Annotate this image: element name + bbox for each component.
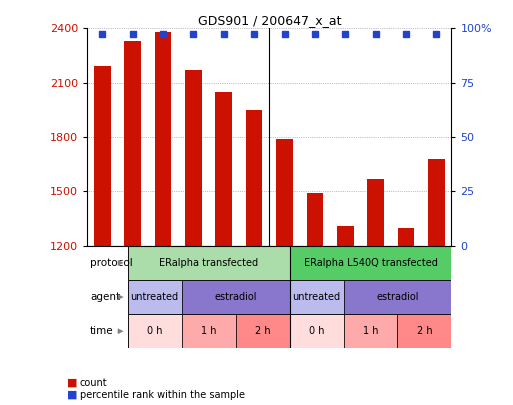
Text: 0 h: 0 h xyxy=(309,326,324,336)
Text: estradiol: estradiol xyxy=(214,292,257,302)
Bar xyxy=(398,314,451,348)
Bar xyxy=(306,193,323,246)
Text: count: count xyxy=(80,378,107,388)
Bar xyxy=(337,226,353,246)
Bar xyxy=(276,139,293,246)
Text: ERalpha L540Q transfected: ERalpha L540Q transfected xyxy=(304,258,438,268)
Bar xyxy=(124,41,141,246)
Bar xyxy=(235,314,289,348)
Bar xyxy=(128,314,182,348)
Bar xyxy=(128,314,451,348)
Text: untreated: untreated xyxy=(292,292,341,302)
Bar xyxy=(182,280,289,314)
Text: ■: ■ xyxy=(67,390,77,400)
Text: estradiol: estradiol xyxy=(376,292,419,302)
Bar xyxy=(215,92,232,246)
Text: untreated: untreated xyxy=(131,292,179,302)
Bar xyxy=(289,246,451,280)
Bar xyxy=(367,179,384,246)
Bar xyxy=(289,280,344,314)
Bar xyxy=(185,70,202,246)
Bar xyxy=(94,66,111,246)
Bar xyxy=(344,280,451,314)
Bar xyxy=(128,280,451,314)
Text: time: time xyxy=(90,326,113,336)
Text: ■: ■ xyxy=(67,378,77,388)
Bar xyxy=(128,246,289,280)
Bar xyxy=(289,314,344,348)
Text: 2 h: 2 h xyxy=(417,326,432,336)
Text: 0 h: 0 h xyxy=(147,326,163,336)
Text: ERalpha transfected: ERalpha transfected xyxy=(159,258,258,268)
Bar xyxy=(128,280,182,314)
Bar xyxy=(128,246,451,280)
Text: protocol: protocol xyxy=(90,258,133,268)
Title: GDS901 / 200647_x_at: GDS901 / 200647_x_at xyxy=(198,14,341,27)
Text: 1 h: 1 h xyxy=(201,326,216,336)
Bar xyxy=(428,159,445,246)
Text: percentile rank within the sample: percentile rank within the sample xyxy=(80,390,245,400)
Bar xyxy=(398,228,415,246)
Bar xyxy=(246,110,263,246)
Bar xyxy=(344,314,398,348)
Text: 1 h: 1 h xyxy=(363,326,378,336)
Text: 2 h: 2 h xyxy=(255,326,270,336)
Bar xyxy=(182,314,235,348)
Bar xyxy=(155,32,171,246)
Text: agent: agent xyxy=(90,292,120,302)
